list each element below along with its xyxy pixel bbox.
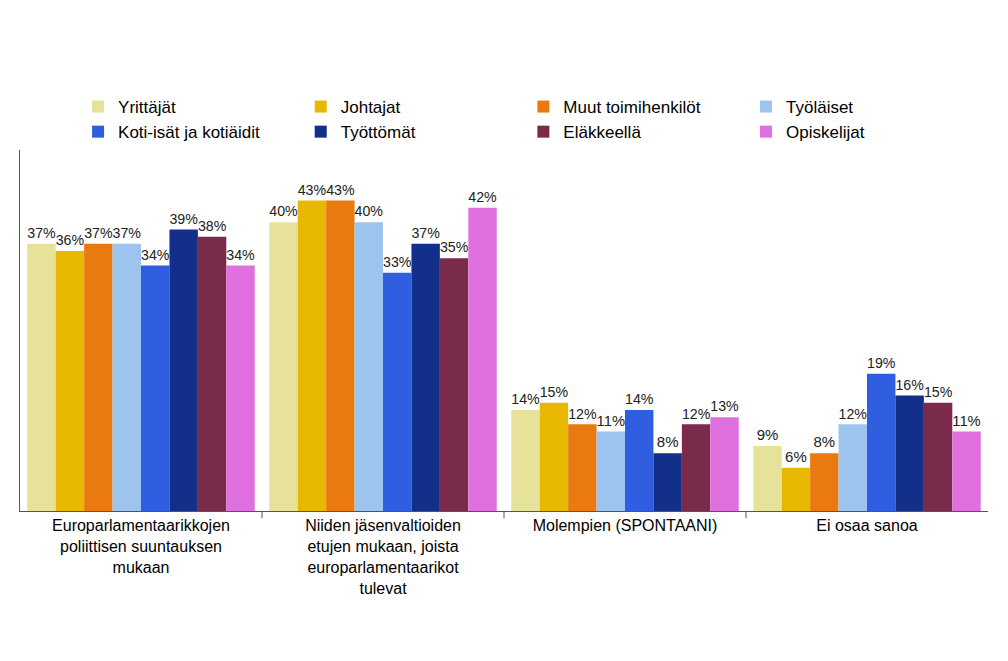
svg-text:Muut toimihenkilöt: Muut toimihenkilöt <box>563 98 700 117</box>
svg-text:34%: 34% <box>226 247 255 263</box>
svg-text:Molempien (SPONTAANI): Molempien (SPONTAANI) <box>533 517 718 534</box>
svg-text:12%: 12% <box>839 406 868 422</box>
svg-text:Yrittäjät: Yrittäjät <box>118 98 176 117</box>
svg-text:Europarlamentaarikkojenpoliitt: Europarlamentaarikkojenpoliittisen suunt… <box>52 517 230 576</box>
svg-text:15%: 15% <box>540 384 569 400</box>
svg-text:11%: 11% <box>952 413 980 429</box>
svg-text:19%: 19% <box>867 355 896 371</box>
svg-text:36%: 36% <box>56 232 85 248</box>
svg-text:15%: 15% <box>924 384 953 400</box>
svg-text:Ei osaa sanoa: Ei osaa sanoa <box>816 517 918 534</box>
svg-text:39%: 39% <box>169 211 198 227</box>
svg-text:9%: 9% <box>757 426 779 443</box>
svg-text:37%: 37% <box>84 225 113 241</box>
svg-text:Niiden jäsenvaltioidenetujen m: Niiden jäsenvaltioidenetujen mukaan, joi… <box>305 517 461 596</box>
svg-text:Koti-isät ja kotiäidit: Koti-isät ja kotiäidit <box>118 123 260 142</box>
svg-text:38%: 38% <box>198 218 227 234</box>
svg-text:12%: 12% <box>568 406 597 422</box>
svg-text:14%: 14% <box>511 391 540 407</box>
svg-text:40%: 40% <box>355 203 384 219</box>
svg-text:Työttömät: Työttömät <box>341 123 416 142</box>
svg-text:14%: 14% <box>625 391 654 407</box>
svg-text:42%: 42% <box>468 189 497 205</box>
svg-text:37%: 37% <box>113 225 142 241</box>
svg-text:16%: 16% <box>895 377 924 393</box>
svg-text:33%: 33% <box>383 254 412 270</box>
svg-text:Työläiset: Työläiset <box>786 98 853 117</box>
svg-text:12%: 12% <box>682 406 711 422</box>
svg-text:43%: 43% <box>326 182 355 198</box>
svg-text:Eläkkeellä: Eläkkeellä <box>563 123 641 142</box>
svg-text:11%: 11% <box>597 413 625 429</box>
svg-text:Johtajat: Johtajat <box>341 98 401 117</box>
svg-text:8%: 8% <box>814 433 836 450</box>
svg-text:34%: 34% <box>141 247 170 263</box>
svg-text:Opiskelijat: Opiskelijat <box>786 123 865 142</box>
svg-text:13%: 13% <box>710 398 739 414</box>
svg-text:37%: 37% <box>411 225 440 241</box>
svg-text:37%: 37% <box>27 225 56 241</box>
svg-text:8%: 8% <box>657 433 679 450</box>
svg-text:35%: 35% <box>440 239 469 255</box>
svg-text:40%: 40% <box>269 203 298 219</box>
svg-text:43%: 43% <box>298 182 327 198</box>
svg-text:6%: 6% <box>785 448 807 465</box>
